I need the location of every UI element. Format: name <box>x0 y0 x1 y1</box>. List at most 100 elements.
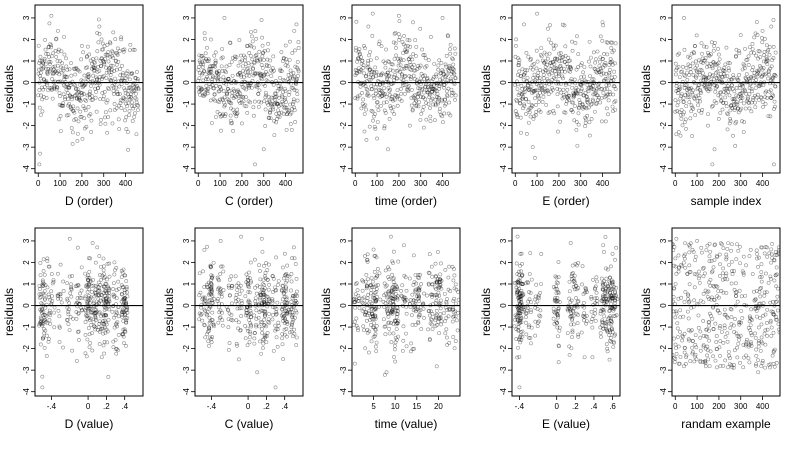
residual-point <box>372 325 376 330</box>
residual-point <box>613 289 617 294</box>
residual-point <box>409 68 414 72</box>
residual-point <box>716 308 720 313</box>
residual-point <box>49 45 53 50</box>
residual-point <box>75 139 80 143</box>
residual-point <box>594 275 599 280</box>
residual-point <box>365 252 370 257</box>
residual-point <box>542 61 547 65</box>
residual-point <box>758 286 763 291</box>
residual-point <box>295 92 300 96</box>
residual-point <box>354 71 359 76</box>
residual-point <box>765 333 769 338</box>
residual-point <box>425 293 429 298</box>
residual-point <box>234 283 239 288</box>
residual-point <box>608 290 613 295</box>
residual-point <box>430 96 435 101</box>
residual-point <box>601 295 605 299</box>
residual-point <box>581 292 586 296</box>
residual-point <box>676 344 681 349</box>
residual-point <box>605 328 610 332</box>
residual-point <box>410 57 415 62</box>
residual-point <box>751 75 756 80</box>
residual-point <box>393 295 398 300</box>
y-tick-label: -4 <box>659 165 668 173</box>
residual-point <box>208 265 213 270</box>
residual-point <box>390 306 395 311</box>
residual-point <box>397 35 402 40</box>
data-point <box>601 243 606 248</box>
residual-point <box>49 85 54 90</box>
residual-point <box>70 142 75 146</box>
residual-point <box>84 313 88 317</box>
y-tick-label: 3 <box>659 238 668 243</box>
residual-point <box>699 41 704 46</box>
residual-point <box>431 102 436 107</box>
residual-point <box>256 315 261 320</box>
residual-point <box>402 299 407 304</box>
residual-point <box>39 295 43 300</box>
residual-point <box>43 328 48 333</box>
residual-point <box>527 272 532 276</box>
residual-point <box>516 61 521 65</box>
residual-point <box>444 308 449 312</box>
residual-point <box>401 338 406 343</box>
residual-point <box>549 63 554 68</box>
residual-point <box>744 263 748 268</box>
residual-point <box>352 296 357 301</box>
residual-point <box>549 40 553 45</box>
residual-point <box>738 244 742 249</box>
residual-point <box>235 306 240 311</box>
data-point <box>773 74 778 78</box>
residual-point <box>88 278 93 283</box>
residual-point <box>707 320 712 325</box>
residual-point <box>384 100 389 105</box>
residual-point <box>215 99 220 104</box>
residual-point <box>416 292 421 297</box>
residual-point <box>409 341 413 346</box>
residual-point <box>443 267 448 272</box>
residual-point <box>693 353 698 357</box>
residual-point <box>46 264 51 269</box>
residual-point <box>690 134 695 138</box>
residual-point <box>117 49 122 54</box>
residual-point <box>48 42 53 46</box>
residual-point <box>69 126 74 130</box>
residual-point <box>370 312 375 316</box>
residual-point <box>521 292 526 297</box>
residual-point <box>610 294 615 299</box>
residual-point <box>751 74 756 79</box>
residual-point <box>443 331 448 336</box>
residual-point <box>285 112 289 117</box>
residual-point <box>93 260 98 265</box>
residual-point <box>66 322 71 326</box>
residual-point <box>238 283 243 288</box>
residual-point <box>520 272 525 277</box>
y-axis-label: residuals <box>479 65 493 113</box>
residual-point <box>249 279 253 284</box>
residual-point <box>534 48 539 53</box>
residual-point <box>281 77 286 82</box>
residual-point <box>124 101 128 106</box>
residual-point <box>385 72 390 77</box>
residual-point <box>436 315 441 320</box>
data-point <box>519 338 524 342</box>
residual-point <box>707 64 712 69</box>
residual-point <box>81 50 85 55</box>
residual-point <box>263 124 268 128</box>
residual-point <box>257 285 262 289</box>
residual-point <box>678 133 683 138</box>
residual-point <box>569 67 573 71</box>
residual-point <box>382 108 387 113</box>
residual-point <box>611 345 616 349</box>
residual-point <box>707 254 712 259</box>
residual-point <box>288 310 293 315</box>
residual-point <box>74 67 79 72</box>
residual-point <box>430 322 434 327</box>
residual-point <box>419 111 424 116</box>
residual-point <box>363 74 368 79</box>
residual-point <box>600 318 605 323</box>
residual-point <box>433 261 438 266</box>
residual-point <box>373 307 378 312</box>
residual-point <box>764 290 769 295</box>
residual-point <box>294 300 299 305</box>
